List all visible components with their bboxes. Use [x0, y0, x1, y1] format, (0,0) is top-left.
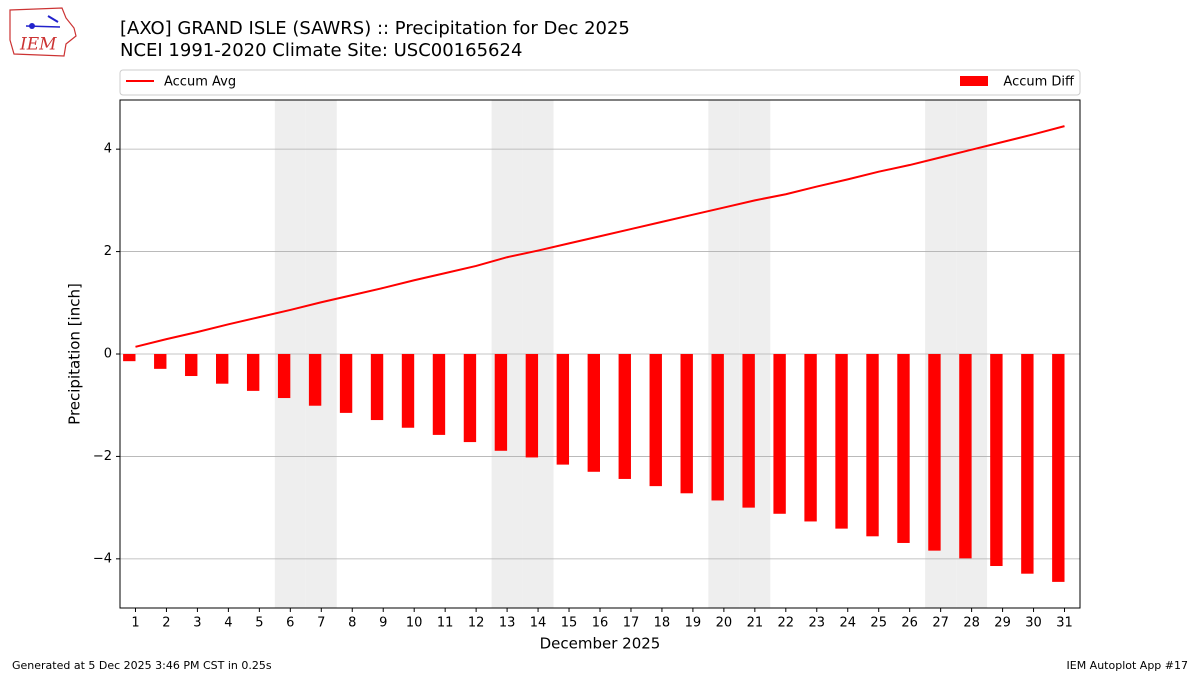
- bar: [959, 354, 972, 559]
- x-tick-label: 26: [901, 616, 918, 631]
- x-tick-label: 7: [317, 616, 325, 631]
- bar: [154, 354, 167, 369]
- bar: [742, 354, 755, 508]
- x-axis-label: December 2025: [540, 635, 661, 653]
- bar: [525, 354, 539, 458]
- x-tick-label: 24: [839, 616, 856, 631]
- x-tick-label: 30: [1025, 616, 1042, 631]
- bar: [990, 354, 1003, 567]
- bar: [216, 354, 229, 384]
- bar: [370, 354, 384, 421]
- x-tick-label: 28: [963, 616, 980, 631]
- chart-title: [AXO] GRAND ISLE (SAWRS) :: Precipitatio…: [120, 18, 630, 39]
- x-tick-label: 6: [286, 616, 294, 631]
- x-tick-label: 4: [224, 616, 232, 631]
- x-tick-label: 14: [530, 616, 547, 631]
- bar: [897, 354, 910, 543]
- x-tick-label: 9: [379, 616, 387, 631]
- footer-right: IEM Autoplot App #17: [1067, 659, 1189, 672]
- footer-left: Generated at 5 Dec 2025 3:46 PM CST in 0…: [12, 659, 272, 672]
- x-tick-label: 20: [716, 616, 733, 631]
- x-tick-label: 27: [932, 616, 949, 631]
- x-tick-label: 2: [162, 616, 170, 631]
- plot-frame: [119, 99, 1081, 609]
- x-tick-label: 12: [468, 616, 485, 631]
- bar: [866, 354, 879, 537]
- line: [135, 125, 1065, 348]
- x-tick-label: 22: [778, 616, 795, 631]
- x-tick-label: 25: [870, 616, 887, 631]
- x-tick-label: 21: [747, 616, 764, 631]
- bar: [494, 354, 508, 451]
- legend-box: [119, 69, 1081, 96]
- legend-label: Accum Diff: [1003, 75, 1075, 90]
- bar: [401, 354, 415, 428]
- bar: [804, 354, 817, 522]
- logo-text: IEM: [19, 35, 57, 55]
- x-tick-label: 11: [437, 616, 454, 631]
- x-tick-label: 15: [561, 616, 578, 631]
- bar: [123, 354, 136, 362]
- y-tick-label: 4: [104, 142, 112, 157]
- x-tick-label: 3: [193, 616, 201, 631]
- x-tick-label: 23: [809, 616, 826, 631]
- bar: [711, 354, 724, 501]
- bar: [1021, 354, 1034, 574]
- bar: [618, 354, 631, 479]
- y-tick-label: −2: [93, 449, 112, 464]
- logo: IEM: [9, 7, 77, 57]
- bar: [556, 354, 570, 465]
- bar: [308, 354, 322, 406]
- x-tick-label: 29: [994, 616, 1011, 631]
- bar: [649, 354, 662, 487]
- x-tick-label: 17: [623, 616, 640, 631]
- x-tick-label: 18: [654, 616, 671, 631]
- bar: [1052, 354, 1065, 582]
- bar: [185, 354, 198, 377]
- legend-label: Accum Avg: [164, 75, 236, 90]
- x-tick-label: 1: [131, 616, 139, 631]
- legend-swatch: [960, 76, 988, 86]
- x-tick-label: 5: [255, 616, 263, 631]
- bar: [339, 354, 353, 413]
- y-axis-label: Precipitation [inch]: [66, 283, 84, 425]
- y-tick-label: −4: [93, 551, 112, 566]
- y-tick-label: 2: [104, 244, 112, 259]
- bar: [463, 354, 477, 443]
- bar: [773, 354, 786, 514]
- x-tick-label: 31: [1056, 616, 1073, 631]
- bar: [246, 354, 260, 391]
- x-tick-label: 19: [685, 616, 702, 631]
- bar: [928, 354, 941, 551]
- bar: [277, 354, 291, 399]
- x-tick-label: 10: [406, 616, 423, 631]
- bar: [835, 354, 848, 529]
- x-tick-label: 16: [592, 616, 609, 631]
- bar: [680, 354, 693, 494]
- x-tick-label: 8: [348, 616, 356, 631]
- chart-subtitle: NCEI 1991-2020 Climate Site: USC00165624: [120, 40, 522, 61]
- y-tick-label: 0: [104, 347, 112, 362]
- x-tick-label: 13: [499, 616, 516, 631]
- bar: [432, 354, 446, 435]
- bar: [587, 354, 600, 472]
